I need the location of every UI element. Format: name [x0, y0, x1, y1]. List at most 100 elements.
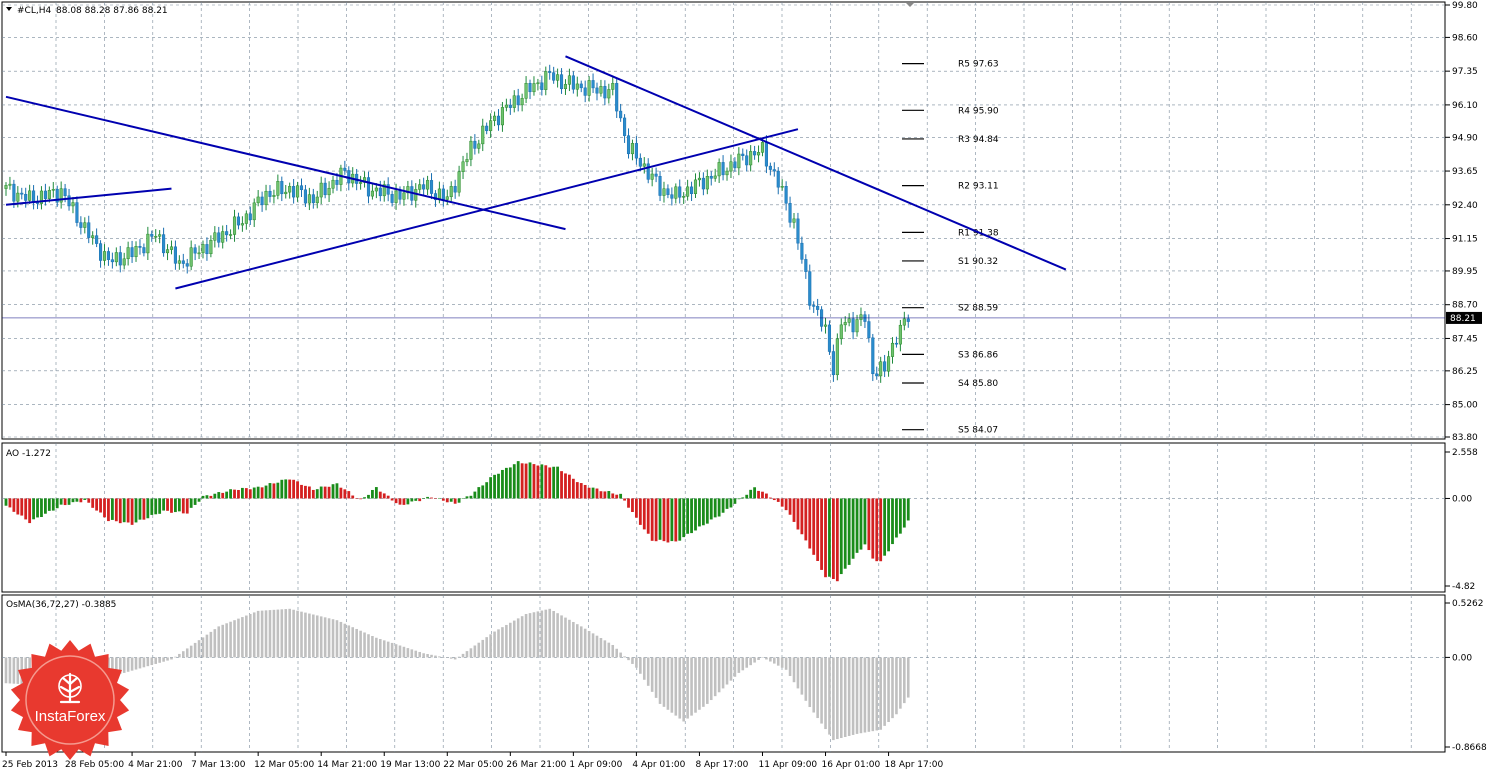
- ao-bar: [575, 482, 579, 499]
- osma-bar: [241, 617, 244, 658]
- osma-bar: [477, 642, 481, 658]
- ao-bar: [390, 498, 394, 501]
- ao-bar: [233, 489, 236, 499]
- ao-bar: [595, 488, 599, 499]
- candle-body: [760, 142, 765, 153]
- osma-bar: [390, 642, 394, 658]
- ao-bar: [335, 483, 339, 499]
- osma-bar: [308, 613, 311, 658]
- osma-bar: [154, 657, 158, 664]
- osma-bar: [753, 657, 756, 663]
- ao-bar: [473, 491, 477, 499]
- ao-bar: [666, 498, 670, 543]
- ao-bar: [63, 498, 67, 506]
- candle-body: [445, 196, 449, 200]
- osma-bar: [706, 657, 709, 704]
- candle-body: [185, 263, 189, 267]
- shift-marker-icon[interactable]: [906, 3, 914, 7]
- y-tick-label: 2.558: [1452, 448, 1478, 458]
- osma-bar: [682, 657, 685, 722]
- candle-body: [394, 190, 398, 203]
- osma-bar: [875, 657, 879, 731]
- candle-body: [772, 169, 776, 172]
- candle-body: [12, 183, 16, 202]
- ao-bar: [497, 473, 500, 499]
- candle-body: [390, 194, 394, 203]
- ao-bar: [304, 485, 307, 499]
- ao-bar: [564, 473, 567, 499]
- candle-body: [244, 213, 248, 224]
- osma-bar: [461, 653, 465, 658]
- ao-bar: [4, 498, 8, 506]
- osma-bar: [650, 657, 654, 692]
- ao-panel-frame: [1, 442, 1446, 593]
- ao-bar: [197, 498, 201, 502]
- ao-axis: 2.558 0.00 -4.82: [1445, 448, 1478, 592]
- candle-body: [323, 182, 327, 196]
- candle-body: [189, 247, 193, 267]
- candle-body: [406, 186, 410, 194]
- ao-bar: [501, 469, 504, 499]
- ao-bar: [508, 467, 512, 499]
- ao-bar: [134, 498, 138, 523]
- candle-body: [768, 165, 772, 170]
- y-tick-label: 85.00: [1452, 401, 1478, 411]
- candle-body: [311, 194, 315, 204]
- osma-bar: [863, 657, 867, 733]
- osma-bar: [544, 609, 548, 658]
- dropdown-icon[interactable]: [6, 7, 12, 11]
- logo-text: InstaForex: [35, 708, 106, 725]
- ao-bar: [252, 487, 256, 499]
- osma-panel: 0.5262 0.00 -0.8668 OsMA(36,72,27) -0.3885: [1, 594, 1487, 753]
- osma-bar: [536, 611, 540, 658]
- osma-bar: [379, 639, 382, 658]
- osma-bar: [639, 657, 642, 674]
- osma-bar: [209, 631, 213, 658]
- osma-bar: [717, 657, 721, 693]
- candle-body: [504, 104, 508, 108]
- ao-bar: [694, 498, 697, 531]
- ao-bar: [477, 487, 481, 499]
- ao-bar: [170, 498, 173, 513]
- candle-body: [91, 235, 95, 238]
- osma-bar: [430, 654, 433, 658]
- candle-body: [67, 195, 71, 207]
- ao-bar: [776, 498, 780, 502]
- time-axis: 25 Feb 2013 28 Feb 05:00 4 Mar 21:00 7 Mar …: [2, 752, 944, 770]
- ao-bar: [607, 491, 611, 499]
- candle-body: [28, 190, 32, 201]
- candle-body: [276, 181, 280, 196]
- ao-bar: [528, 462, 532, 499]
- candle-body: [776, 170, 780, 188]
- ao-bar: [709, 498, 713, 520]
- ao-bar: [292, 479, 296, 499]
- candle-body: [634, 143, 638, 159]
- candle-body: [359, 182, 363, 184]
- ao-histogram: [4, 461, 910, 582]
- osma-bar: [434, 655, 437, 658]
- candle-body: [898, 324, 902, 345]
- osma-bar: [8, 657, 12, 684]
- candle-body: [508, 104, 512, 108]
- osma-bar: [331, 619, 335, 658]
- osma-bar: [418, 651, 421, 658]
- ao-bar: [615, 494, 619, 499]
- ao-bar: [12, 498, 16, 512]
- candle-body: [24, 193, 28, 201]
- ao-bar: [820, 498, 823, 570]
- candle-body: [485, 125, 489, 132]
- ao-bar: [201, 495, 205, 499]
- ao-bar: [828, 498, 831, 577]
- osma-bar: [666, 657, 670, 710]
- osma-bar: [568, 619, 571, 658]
- ao-bar: [177, 498, 181, 512]
- candle-body: [764, 142, 768, 167]
- osma-bar: [248, 613, 252, 658]
- osma-bar: [607, 642, 611, 658]
- osma-bar: [721, 657, 725, 689]
- candle-body: [469, 140, 473, 160]
- ao-bar: [237, 489, 240, 499]
- current-price-label: 88.21: [1450, 314, 1476, 324]
- osma-bar: [406, 648, 410, 658]
- osma-bar: [646, 657, 650, 686]
